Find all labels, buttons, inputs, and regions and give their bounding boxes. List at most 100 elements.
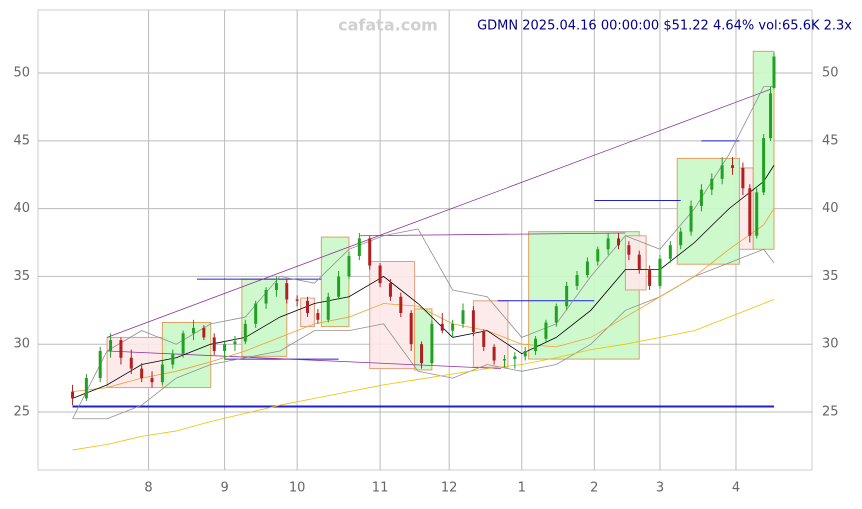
x-tick-label: 1: [518, 481, 526, 496]
candle-body: [119, 340, 123, 358]
candle-body: [84, 378, 88, 399]
candle-body: [98, 350, 102, 379]
candle-body: [492, 346, 496, 361]
indicator-line: [72, 299, 775, 451]
candle-body: [399, 296, 403, 314]
candle-body: [617, 238, 620, 246]
candle-body: [637, 254, 641, 270]
candle-body: [585, 261, 589, 276]
candle-body: [160, 364, 164, 383]
candle-body: [326, 296, 330, 320]
candle-body: [295, 299, 299, 301]
candle-body: [347, 256, 351, 277]
candle-body: [648, 269, 652, 286]
candle-body: [243, 323, 247, 342]
candle-body: [710, 178, 714, 190]
range-box: [414, 308, 433, 371]
range-box: [624, 235, 647, 291]
candle-body: [71, 391, 75, 399]
x-tick-label: 11: [372, 481, 389, 496]
candle-body: [368, 238, 372, 266]
indicator-line: [72, 165, 775, 399]
candle-body: [502, 359, 506, 361]
candle-body: [357, 238, 361, 257]
candle-body: [461, 310, 465, 324]
range-box: [320, 236, 350, 328]
x-tick-label: 12: [441, 481, 458, 496]
y-tick-label: 35: [822, 269, 839, 284]
candle-body: [337, 276, 341, 297]
y-tick-label: 30: [822, 337, 839, 352]
candle-body: [596, 249, 600, 262]
x-tick-label: 3: [656, 481, 664, 496]
candle-body: [430, 323, 434, 364]
candle-body: [440, 323, 444, 331]
candle-body: [233, 341, 237, 345]
y-tick-label: 25: [822, 404, 839, 419]
indicator-line: [72, 208, 775, 393]
candle-body: [544, 322, 548, 339]
range-box: [472, 300, 509, 368]
candle-body: [378, 265, 382, 284]
candle-body: [420, 344, 424, 364]
x-tick-label: 10: [289, 481, 306, 496]
y-tick-label: 25: [13, 404, 30, 419]
range-box: [528, 231, 640, 360]
candle-body: [762, 138, 766, 193]
candle-body: [772, 56, 776, 88]
candle-body: [140, 368, 144, 379]
candle-body: [534, 338, 538, 351]
candle-body: [769, 93, 773, 139]
candle-body: [274, 283, 278, 290]
candle-body: [202, 327, 206, 338]
candle-body: [316, 313, 320, 320]
x-tick-label: 2: [590, 481, 598, 496]
y-tick-label: 45: [822, 133, 839, 148]
candle-body: [731, 165, 735, 168]
candle-body: [720, 165, 724, 179]
range-box: [369, 260, 416, 370]
chart-title: GDMN 2025.04.16 00:00:00 $51.22 4.64% vo…: [477, 19, 852, 34]
range-box: [241, 278, 288, 357]
candle-body: [689, 205, 693, 232]
trend-line: [359, 232, 626, 237]
candle-body: [741, 167, 745, 189]
candle-body: [471, 310, 475, 332]
candle-body: [306, 300, 310, 314]
y-tick-label: 35: [13, 269, 30, 284]
candle-body: [627, 245, 631, 255]
candle-body: [388, 283, 392, 297]
candle-body: [223, 344, 227, 351]
y-tick-label: 40: [822, 201, 839, 216]
candle-body: [699, 189, 703, 206]
y-tick-label: 50: [822, 66, 839, 81]
candle-body: [523, 350, 527, 357]
x-tick-label: 4: [732, 481, 740, 496]
candle-body: [129, 357, 133, 369]
candle-body: [482, 331, 486, 347]
watermark: cafata.com: [338, 16, 438, 35]
plot-frame: [37, 9, 813, 471]
y-tick-label: 50: [13, 66, 30, 81]
candle-body: [212, 337, 216, 351]
candle-body: [513, 356, 517, 360]
candle-body: [109, 340, 113, 351]
candle-body: [748, 188, 752, 236]
y-tick-label: 30: [13, 337, 30, 352]
candle-body: [150, 378, 154, 383]
candle-body: [264, 289, 268, 304]
x-tick-label: 9: [220, 481, 228, 496]
candle-body: [755, 192, 759, 236]
candle-body: [181, 333, 185, 354]
candle-body: [679, 231, 683, 246]
plot: [38, 10, 812, 470]
candle-body: [668, 245, 672, 259]
candle-body: [451, 323, 455, 331]
y-tick-label: 40: [13, 201, 30, 216]
range-box: [676, 157, 740, 265]
x-tick-label: 8: [144, 481, 152, 496]
trend-line: [106, 88, 771, 338]
candle-body: [285, 283, 289, 300]
candle-body: [254, 303, 258, 324]
